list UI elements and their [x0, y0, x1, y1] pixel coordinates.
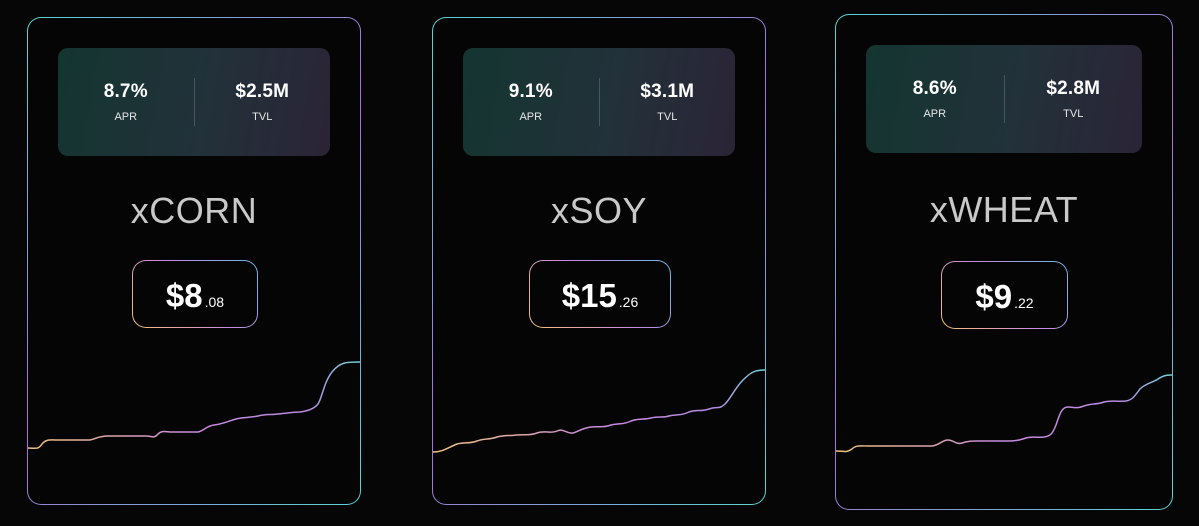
tvl-value: $2.8M — [1046, 78, 1101, 99]
apr-value: 9.1% — [508, 81, 553, 102]
stat-divider — [1003, 75, 1005, 123]
price-badge: $9 .22 — [941, 261, 1068, 329]
asset-card-xcorn[interactable]: 8.7% APR $2.5M TVL xCORN $8 .08 — [27, 17, 361, 505]
apr-stat: 9.1% APR — [463, 81, 599, 123]
stat-divider — [598, 78, 600, 126]
tvl-stat: $2.8M TVL — [1005, 78, 1143, 120]
sparkline-path — [28, 361, 360, 450]
apr-stat: 8.6% APR — [866, 78, 1004, 120]
asset-card-xwheat[interactable]: 8.6% APR $2.8M TVL xWHEAT $9 .22 — [835, 14, 1173, 510]
asset-card-xsoy[interactable]: 9.1% APR $3.1M TVL xSOY $15 .26 — [432, 17, 766, 505]
asset-name: xWHEAT — [929, 189, 1079, 230]
tvl-value: $2.5M — [235, 81, 290, 102]
price-badge-inner: $8 .08 — [133, 261, 257, 327]
price-decimal: .26 — [618, 294, 639, 310]
price-badge: $15 .26 — [529, 260, 671, 328]
price-integer: $9 — [975, 278, 1013, 315]
tvl-stat: $3.1M TVL — [600, 81, 736, 123]
price-sparkline — [433, 369, 765, 453]
apr-label: APR — [114, 111, 138, 123]
apr-value: 8.7% — [103, 81, 148, 102]
price-badge: $8 .08 — [132, 260, 258, 328]
apr-value: 8.6% — [912, 78, 957, 99]
tvl-label: TVL — [657, 111, 678, 123]
tvl-value: $3.1M — [640, 81, 695, 102]
price-integer: $8 — [165, 277, 203, 314]
price-sparkline — [28, 361, 360, 450]
apr-label: APR — [519, 111, 543, 123]
sparkline-path — [433, 369, 765, 453]
card-body: 8.6% APR $2.8M TVL xWHEAT $9 .22 — [836, 15, 1172, 509]
price-badge-inner: $9 .22 — [942, 262, 1067, 328]
card-body: 8.7% APR $2.5M TVL xCORN $8 .08 — [28, 18, 360, 504]
tvl-stat: $2.5M TVL — [195, 81, 331, 123]
price-badge-inner: $15 .26 — [530, 261, 670, 327]
stats-panel: 8.6% APR $2.8M TVL — [866, 45, 1142, 153]
stat-divider — [193, 78, 195, 126]
asset-name: xCORN — [130, 190, 258, 231]
apr-label: APR — [923, 108, 947, 120]
sparkline-path — [836, 374, 1172, 453]
tvl-label: TVL — [252, 111, 273, 123]
tvl-label: TVL — [1063, 108, 1084, 120]
stats-panel: 9.1% APR $3.1M TVL — [463, 48, 735, 156]
price-integer: $15 — [561, 277, 617, 314]
price-decimal: .08 — [204, 294, 225, 310]
price-decimal: .22 — [1014, 295, 1034, 311]
stats-panel: 8.7% APR $2.5M TVL — [58, 48, 330, 156]
asset-name: xSOY — [550, 190, 648, 231]
price-sparkline — [836, 374, 1172, 453]
card-body: 9.1% APR $3.1M TVL xSOY $15 .26 — [433, 18, 765, 504]
apr-stat: 8.7% APR — [58, 81, 194, 123]
